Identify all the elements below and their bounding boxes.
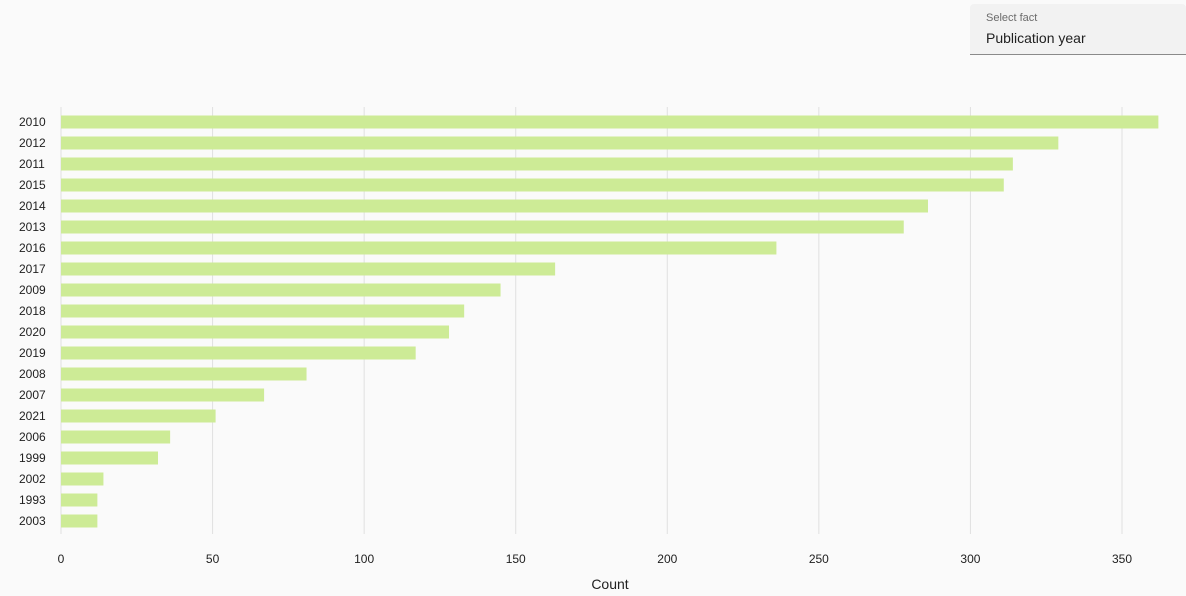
bar-1999[interactable] (61, 451, 159, 465)
bar-2019[interactable] (61, 346, 416, 360)
bar-2017[interactable] (61, 262, 556, 276)
bar-2020[interactable] (61, 325, 450, 339)
y-tick-label: 2006 (19, 430, 46, 444)
bar-2018[interactable] (61, 304, 465, 318)
bar-2011[interactable] (61, 157, 1013, 171)
y-tick-label: 2010 (19, 115, 46, 129)
y-tick-labels: 2010 2012 2011 2015 2014 2013 2016 2017 2009 2018… (19, 115, 46, 528)
bar-2021[interactable] (61, 409, 216, 423)
x-tick-label: 100 (354, 552, 374, 566)
y-tick-label: 2002 (19, 472, 46, 486)
bar-2015[interactable] (61, 178, 1004, 192)
y-tick-label: 2017 (19, 262, 46, 276)
bar-2007[interactable] (61, 388, 265, 402)
y-tick-label: 1993 (19, 493, 46, 507)
bars (61, 115, 1159, 528)
y-tick-label: 2014 (19, 199, 46, 213)
bar-2012[interactable] (61, 136, 1059, 150)
x-tick-label: 150 (506, 552, 526, 566)
bar-2002[interactable] (61, 472, 104, 486)
bar-2006[interactable] (61, 430, 171, 444)
x-tick-label: 50 (206, 552, 220, 566)
y-tick-label: 2016 (19, 241, 46, 255)
x-tick-label: 350 (1112, 552, 1132, 566)
y-tick-label: 2003 (19, 514, 46, 528)
y-tick-label: 2007 (19, 388, 46, 402)
fact-select-label: Select fact (986, 12, 1038, 24)
y-tick-label: 2011 (19, 157, 45, 171)
x-tick-labels: 0 50 100 150 200 250 300 350 (58, 552, 1133, 566)
bar-2013[interactable] (61, 220, 904, 234)
y-tick-label: 2008 (19, 367, 46, 381)
y-tick-label: 2020 (19, 325, 46, 339)
bar-2016[interactable] (61, 241, 777, 255)
y-tick-label: 2021 (19, 409, 46, 423)
y-tick-label: 1999 (19, 451, 46, 465)
x-tick-label: 200 (657, 552, 677, 566)
x-tick-label: 300 (960, 552, 980, 566)
fact-select-value: Publication year (986, 30, 1086, 46)
y-tick-label: 2012 (19, 136, 46, 150)
grid-lines (60, 107, 1123, 534)
x-axis-title: Count (591, 576, 628, 592)
x-tick-label: 0 (58, 552, 65, 566)
x-tick-label: 250 (809, 552, 829, 566)
y-tick-label: 2019 (19, 346, 46, 360)
y-tick-label: 2009 (19, 283, 46, 297)
fact-select[interactable]: Select fact Publication year (970, 4, 1186, 55)
bar-2014[interactable] (61, 199, 928, 213)
bar-2003[interactable] (61, 514, 98, 528)
y-tick-label: 2013 (19, 220, 46, 234)
bar-2009[interactable] (61, 283, 501, 297)
bar-2010[interactable] (61, 115, 1159, 129)
bar-1993[interactable] (61, 493, 98, 507)
bar-2008[interactable] (61, 367, 307, 381)
y-tick-label: 2018 (19, 304, 46, 318)
y-tick-label: 2015 (19, 178, 46, 192)
